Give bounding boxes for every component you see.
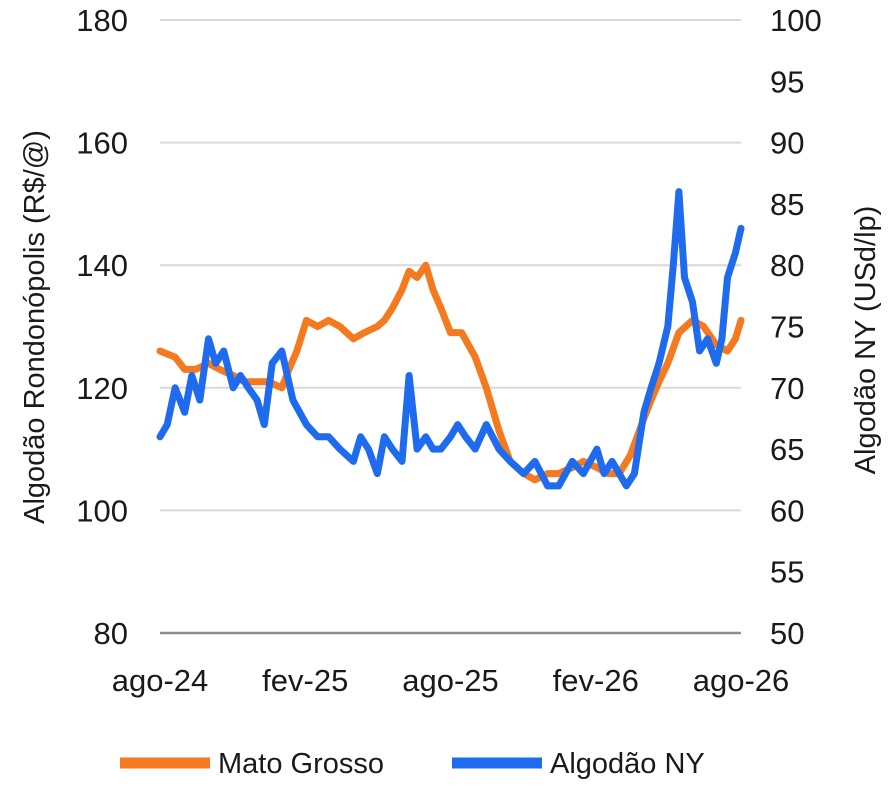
left-tick-label: 140 — [76, 248, 128, 283]
x-tick-label: fev-26 — [553, 663, 639, 698]
x-tick-label: fev-25 — [262, 663, 348, 698]
right-tick-label: 90 — [770, 126, 804, 161]
left-tick-label: 160 — [76, 126, 128, 161]
x-axis-ticks: ago-24 fev-25 ago-25 fev-26 ago-26 — [112, 663, 790, 698]
left-tick-label: 180 — [76, 3, 128, 38]
x-tick-label: ago-24 — [112, 663, 209, 698]
right-axis-ticks: 50 55 60 65 70 75 80 85 90 95 100 — [770, 3, 822, 651]
right-axis-title: Algodão NY (USd/lp) — [850, 206, 882, 475]
right-tick-label: 60 — [770, 493, 804, 528]
right-tick-label: 80 — [770, 248, 804, 283]
right-tick-label: 55 — [770, 555, 804, 590]
gridlines — [160, 19, 741, 635]
legend: Mato Grosso Algodão NY — [120, 748, 705, 780]
right-tick-label: 70 — [770, 371, 804, 406]
left-tick-label: 120 — [76, 371, 128, 406]
left-axis-title: Algodão Rondonópolis (R$/@) — [19, 130, 51, 524]
x-tick-label: ago-26 — [693, 663, 790, 698]
right-tick-label: 100 — [770, 3, 822, 38]
left-tick-label: 80 — [94, 616, 128, 651]
right-tick-label: 50 — [770, 616, 804, 651]
x-tick-label: ago-25 — [402, 663, 499, 698]
series-lines — [156, 188, 745, 490]
right-tick-label: 75 — [770, 310, 804, 345]
legend-label-mato-grosso: Mato Grosso — [218, 748, 384, 780]
left-axis-ticks: 80 100 120 140 160 180 — [76, 3, 128, 651]
right-tick-label: 85 — [770, 187, 804, 222]
right-tick-label: 65 — [770, 432, 804, 467]
series-line-algodao-ny — [156, 188, 745, 490]
legend-label-algodao-ny: Algodão NY — [550, 748, 705, 780]
right-tick-label: 95 — [770, 64, 804, 99]
left-tick-label: 100 — [76, 493, 128, 528]
